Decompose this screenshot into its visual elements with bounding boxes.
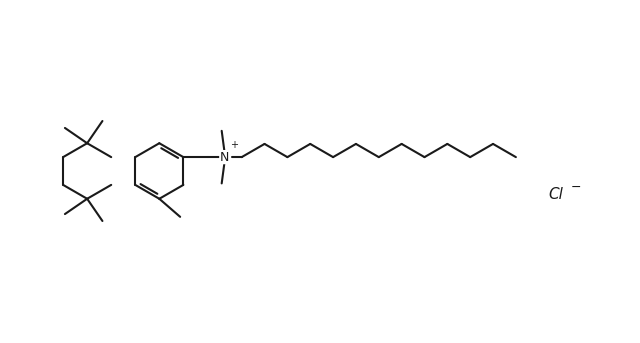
- Text: −: −: [571, 181, 582, 194]
- Text: N: N: [220, 151, 229, 164]
- Text: Cl: Cl: [548, 187, 563, 202]
- Text: +: +: [230, 140, 238, 150]
